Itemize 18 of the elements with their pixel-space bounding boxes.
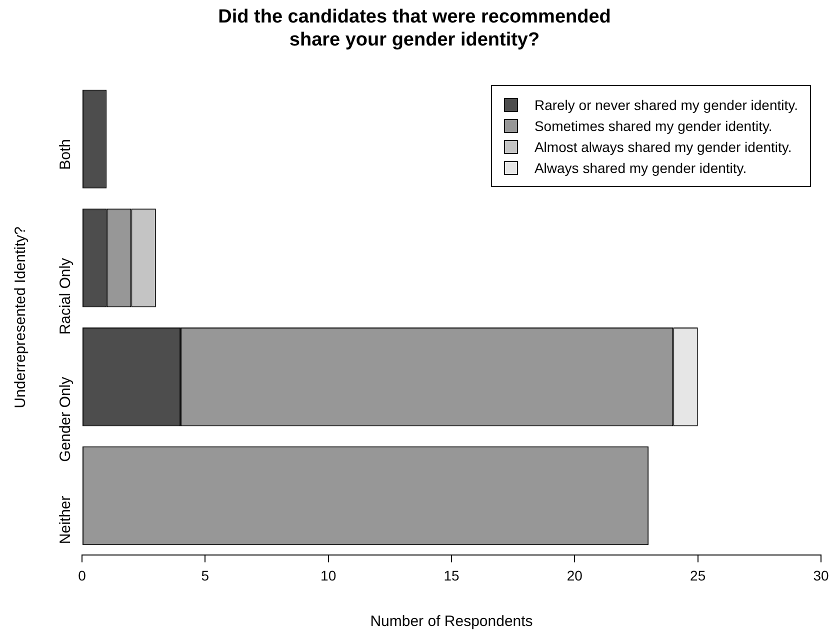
legend-label: Almost always shared my gender identity. (534, 138, 792, 154)
legend-label: Rarely or never shared my gender identity. (534, 96, 798, 112)
x-tick-label: 10 (320, 567, 336, 584)
legend-label: Sometimes shared my gender identity. (534, 118, 772, 134)
x-axis-title: Number of Respondents (370, 613, 533, 630)
y-tick-label: Both (57, 139, 74, 170)
x-tick-label: 25 (690, 567, 706, 584)
x-tick-label: 0 (78, 567, 86, 584)
y-tick-label: Gender Only (57, 376, 74, 462)
legend-label: Always shared my gender identity. (534, 160, 747, 176)
x-tick-label: 30 (813, 567, 829, 584)
chart-title: Did the candidates that were recommended share your gender identity? (218, 6, 611, 50)
y-axis-title: Underrepresented Identity? (12, 226, 30, 408)
y-tick-label: Racial Only (57, 257, 74, 335)
x-tick-label: 5 (201, 567, 210, 584)
y-tick-label: Neither (57, 496, 74, 544)
x-tick-label: 20 (566, 567, 583, 584)
x-tick-label: 15 (444, 567, 460, 584)
